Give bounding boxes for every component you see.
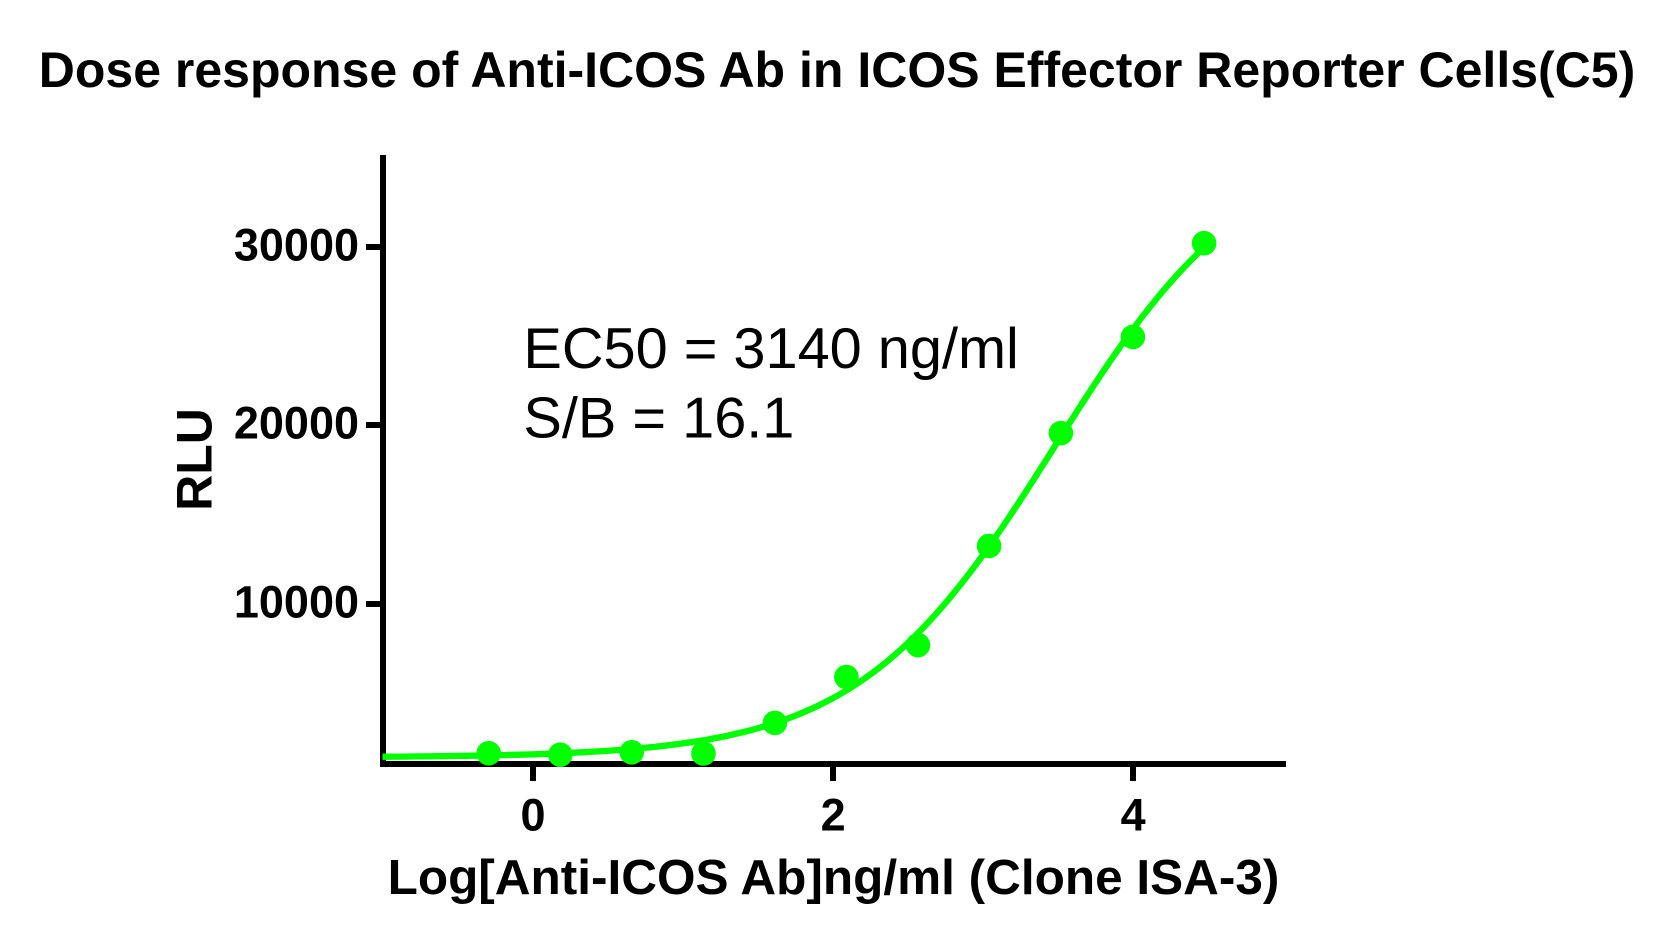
- svg-text:10000: 10000: [234, 577, 359, 628]
- svg-text:30000: 30000: [234, 220, 359, 271]
- svg-text:0: 0: [520, 790, 545, 841]
- svg-text:EC50 = 3140 ng/ml: EC50 = 3140 ng/ml: [523, 317, 1018, 381]
- svg-text:Log[Anti-ICOS Ab]ng/ml (Clone: Log[Anti-ICOS Ab]ng/ml (Clone ISA-3): [388, 850, 1280, 905]
- svg-text:RLU: RLU: [167, 408, 223, 511]
- svg-text:4: 4: [1121, 790, 1146, 841]
- svg-text:Dose response of Anti-ICOS Ab: Dose response of Anti-ICOS Ab in ICOS Ef…: [39, 42, 1636, 98]
- svg-text:S/B = 16.1: S/B = 16.1: [523, 387, 794, 451]
- svg-text:2: 2: [821, 790, 846, 841]
- svg-text:20000: 20000: [234, 398, 359, 449]
